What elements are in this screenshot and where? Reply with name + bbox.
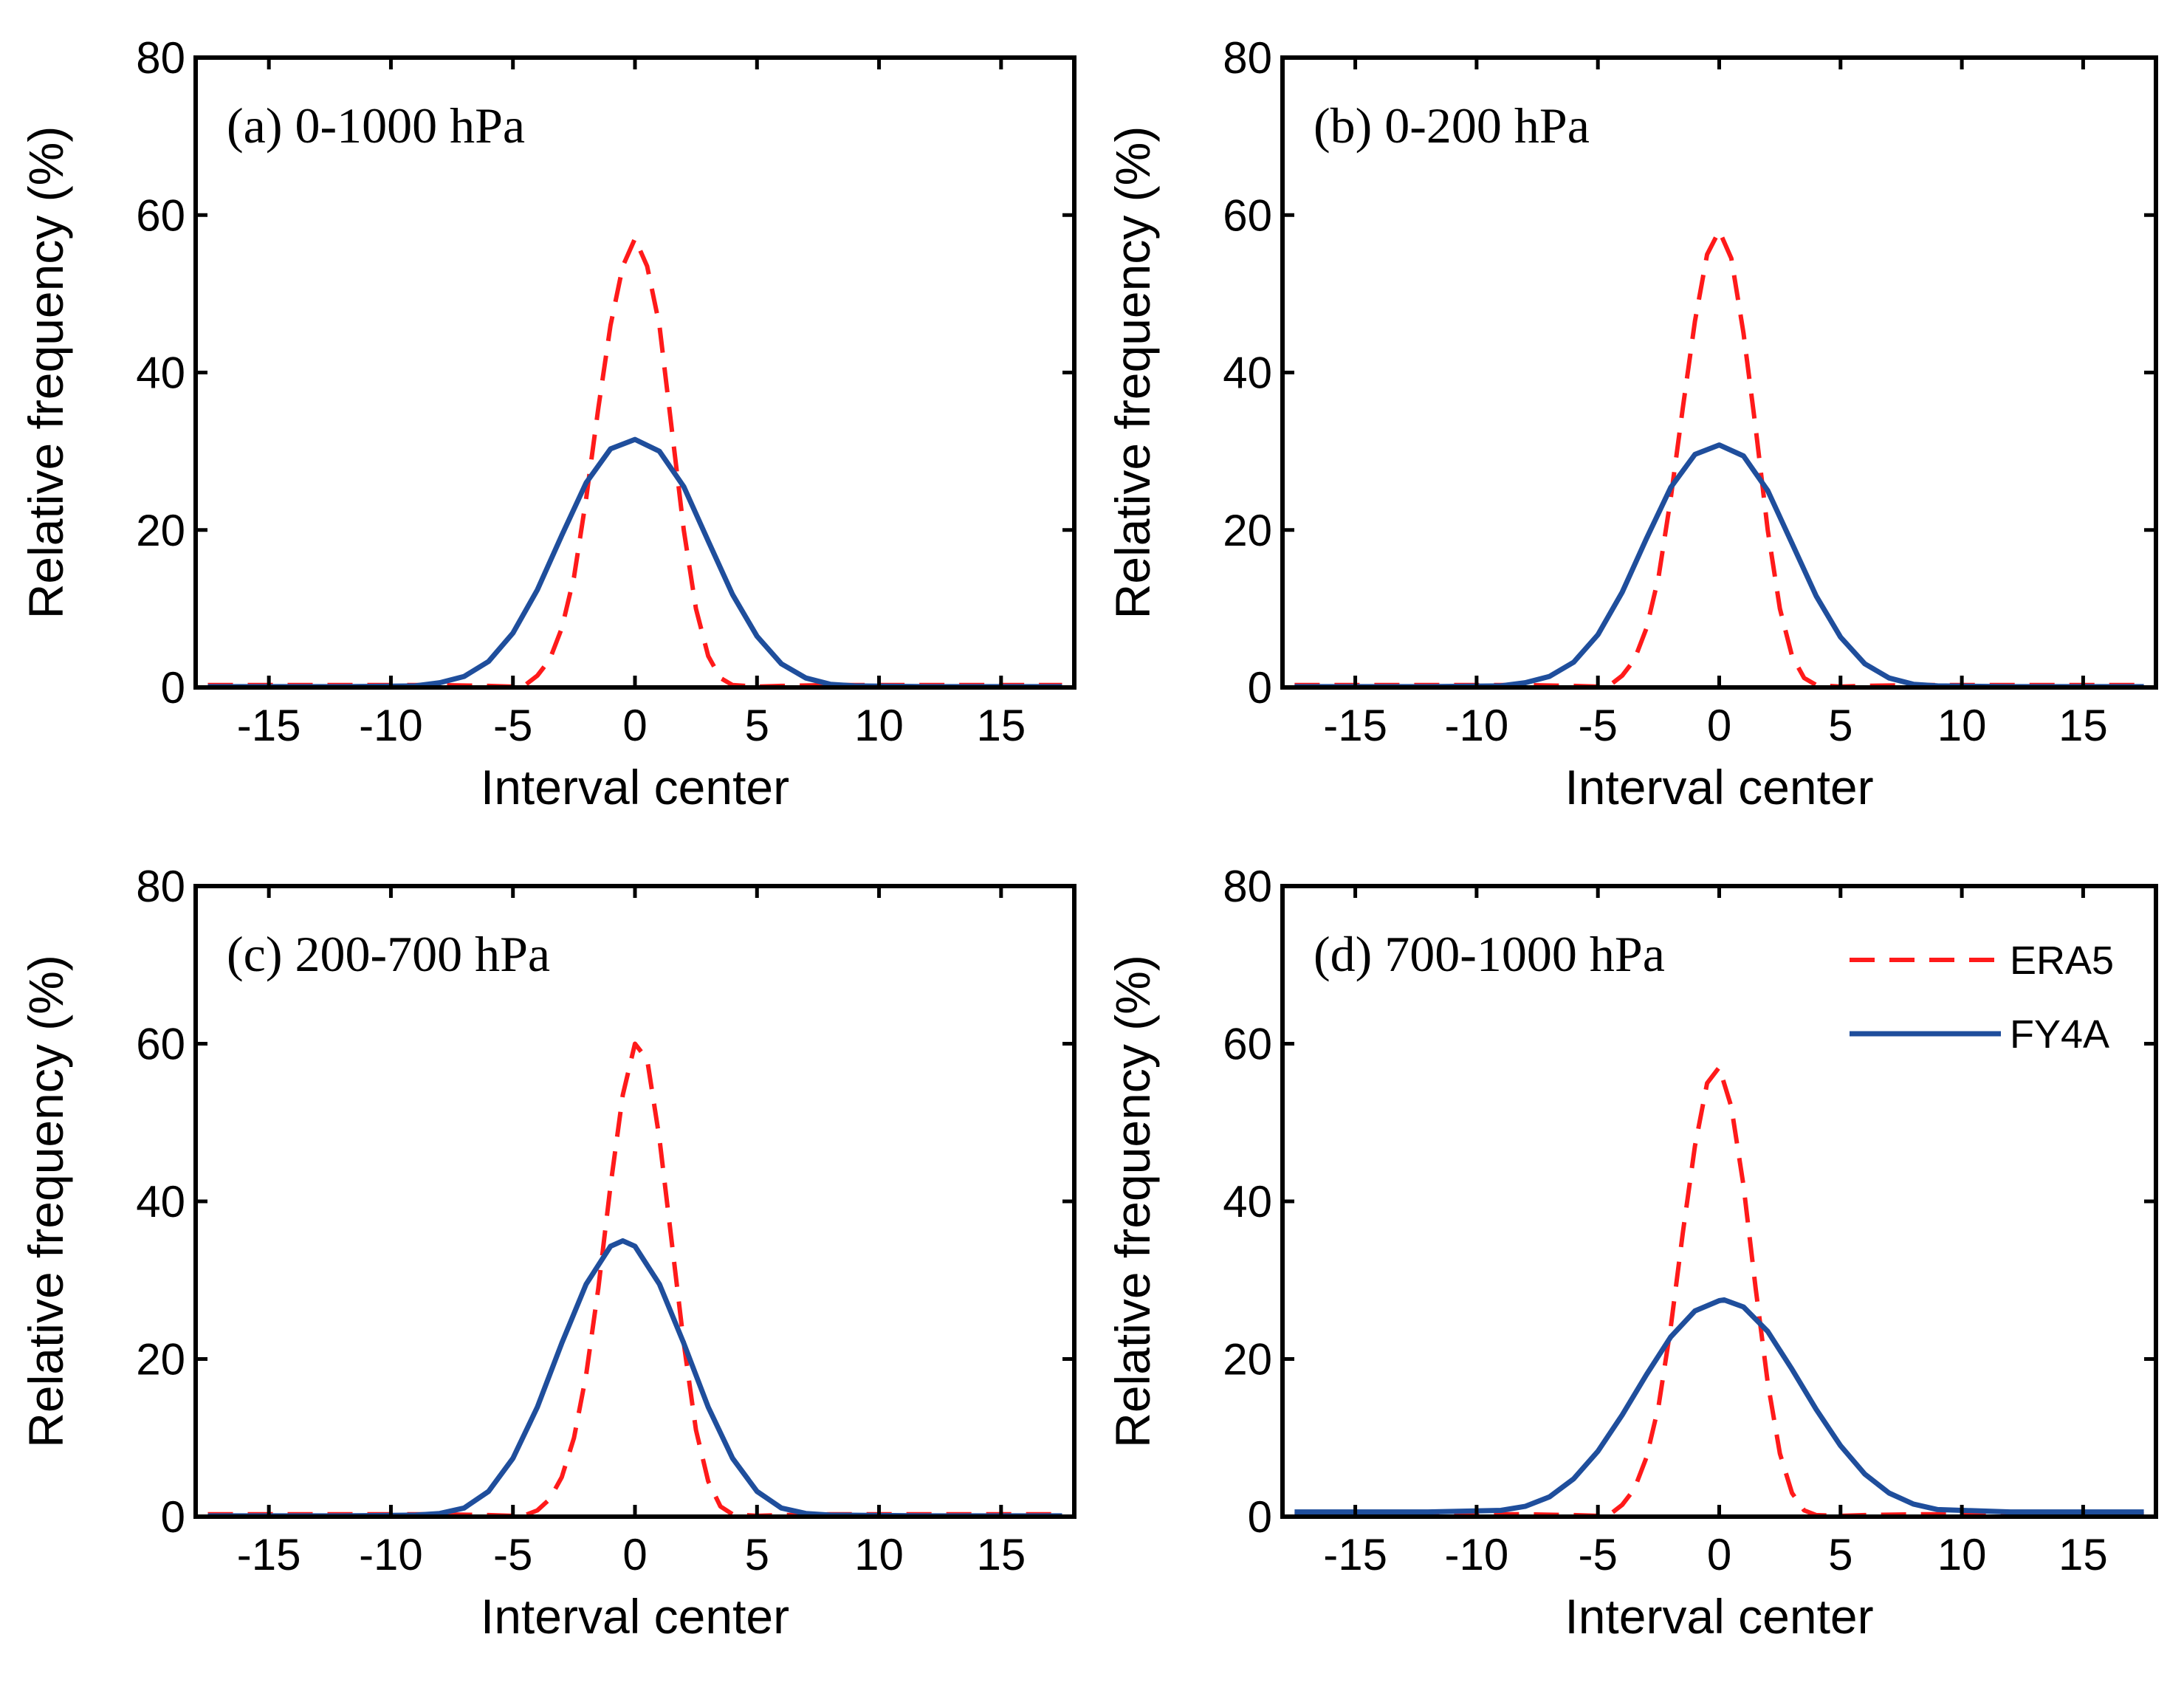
series-line-era5 [1294,228,2144,687]
y-tick-label: 20 [1223,506,1272,555]
y-tick-label: 80 [1223,33,1272,83]
x-tick-label: 0 [1707,701,1731,750]
y-tick-label: 20 [136,1335,185,1384]
x-tick-label: 10 [854,701,904,750]
x-tick-label: -15 [237,701,301,750]
panel-title: (a) 0-1000 hPa [227,97,525,154]
y-axis-label: Relative frequency (%) [18,955,73,1448]
x-tick-label: 15 [2058,1530,2108,1579]
series-line-fy4a [207,1238,1062,1517]
y-axis-label: Relative frequency (%) [18,126,73,620]
y-tick-label: 80 [136,33,185,83]
x-tick-label: -10 [359,1530,423,1579]
y-tick-label: 60 [136,1020,185,1069]
plot-frame [193,884,1076,1519]
panel-title: (b) 0-200 hPa [1314,97,1590,154]
x-tick-label: -10 [359,701,423,750]
legend: ERA5 FY4A [1850,938,2114,1057]
y-tick-label: 0 [161,663,185,713]
x-tick-label: 5 [745,1530,769,1579]
x-tick-label: 5 [1828,1530,1852,1579]
x-tick-label: -15 [237,1530,301,1579]
x-tick-label: 0 [1707,1530,1731,1579]
y-tick-label: 40 [136,349,185,398]
y-tick-label: 40 [1223,349,1272,398]
x-tick-label: -15 [1323,1530,1387,1579]
y-tick-label: 60 [1223,1020,1272,1069]
x-axis-label: Interval center [481,1589,789,1644]
legend-label-era5: ERA5 [2010,938,2114,983]
panel-a: -15 -10 -5 0 5 10 15 0 20 40 60 80 (a) 0-1000 hPa Int… [18,33,1076,814]
y-tick-label: 20 [1223,1335,1272,1384]
x-tick-label: 15 [976,701,1026,750]
x-tick-label: 0 [622,701,647,750]
panel-title: (d) 700-1000 hPa [1314,926,1665,982]
legend-label-fy4a: FY4A [2010,1012,2109,1057]
panel-title: (c) 200-700 hPa [227,926,550,982]
series-line-fy4a [207,436,1062,687]
y-axis-label: Relative frequency (%) [1105,126,1160,620]
plot-frame [1280,55,2158,690]
plot-frame [1280,884,2158,1519]
y-tick-label: 80 [1223,862,1272,911]
x-axis-label: Interval center [1565,1589,1873,1644]
y-tick-label: 0 [1248,1492,1272,1542]
y-tick-label: 40 [1223,1177,1272,1226]
x-tick-label: -5 [1579,1530,1618,1579]
x-tick-label: 15 [976,1530,1026,1579]
panel-b: -15 -10 -5 0 5 10 15 0 20 40 60 80 (b) 0-200 hPa Inte… [1105,33,2158,814]
y-tick-label: 60 [1223,191,1272,240]
x-tick-label: 0 [622,1530,647,1579]
x-tick-label: -5 [1579,701,1618,750]
x-tick-label: -5 [493,1530,532,1579]
panel-d: -15 -10 -5 0 5 10 15 0 20 40 60 80 (d) 700-1000 hPa I… [1105,862,2158,1644]
x-tick-label: 15 [2058,701,2108,750]
x-tick-label: -10 [1445,1530,1509,1579]
y-tick-label: 60 [136,191,185,240]
y-tick-label: 20 [136,506,185,555]
panel-c: -15 -10 -5 0 5 10 15 0 20 40 60 80 (c) 200-700 hPa In… [18,862,1076,1644]
series-line-era5 [1294,1065,2144,1517]
y-axis-label: Relative frequency (%) [1105,955,1160,1448]
x-tick-label: 5 [745,701,769,750]
y-tick-label: 0 [161,1492,185,1542]
series-line-fy4a [1294,442,2144,687]
x-tick-label: 10 [1937,701,1987,750]
x-tick-label: 5 [1828,701,1852,750]
plot-frame [193,55,1076,690]
x-tick-label: -15 [1323,701,1387,750]
x-tick-label: -5 [493,701,532,750]
y-tick-label: 40 [136,1177,185,1226]
y-tick-label: 0 [1248,663,1272,713]
x-tick-label: 10 [854,1530,904,1579]
x-axis-label: Interval center [1565,760,1873,814]
x-tick-label: -10 [1445,701,1509,750]
series-line-fy4a [1294,1297,2144,1515]
x-tick-label: 10 [1937,1530,1987,1579]
y-tick-label: 80 [136,862,185,911]
x-axis-label: Interval center [481,760,789,814]
